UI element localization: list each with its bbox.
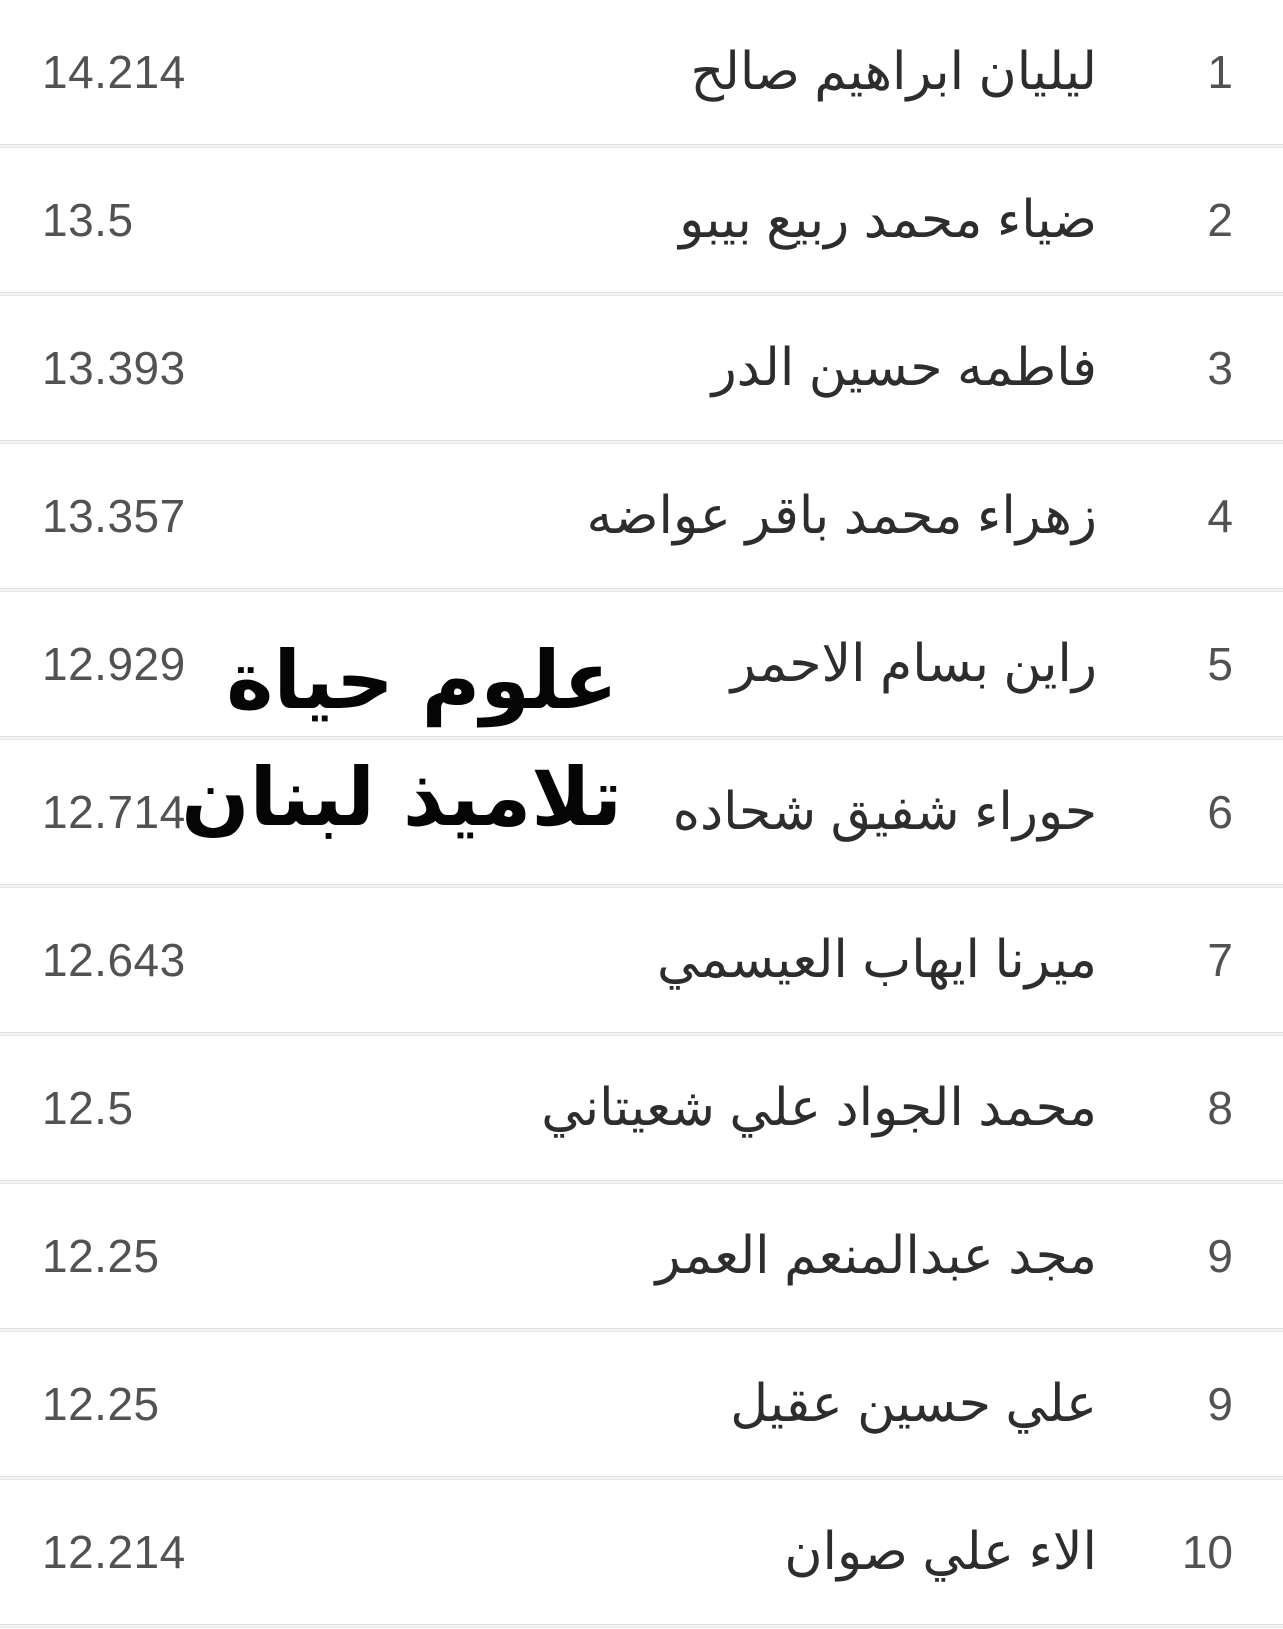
rank-number: 1 <box>1207 46 1233 98</box>
student-name: حوراء شفيق شحاده <box>672 783 1097 841</box>
score-value: 12.5 <box>42 1082 134 1134</box>
row-divider <box>0 440 1283 444</box>
score-value: 12.25 <box>42 1378 160 1430</box>
student-name: مجد عبدالمنعم العمر <box>655 1227 1098 1285</box>
list-item: 14.214 ليليان ابراهيم صالح 1 <box>0 0 1283 144</box>
student-name: محمد الجواد علي شعيتاني <box>541 1079 1097 1137</box>
score-value: 12.929 <box>42 638 186 690</box>
rank-number: 7 <box>1207 934 1233 986</box>
row-divider <box>0 1180 1283 1184</box>
row-divider <box>0 588 1283 592</box>
score-value: 13.357 <box>42 490 186 542</box>
score-value: 13.393 <box>42 342 186 394</box>
rank-number: 6 <box>1207 786 1233 838</box>
list-item: 13.5 ضياء محمد ربيع بيبو 2 <box>0 148 1283 292</box>
rank-number: 10 <box>1181 1526 1233 1578</box>
list-item: 12.214 الاء علي صوان 10 <box>0 1480 1283 1624</box>
score-value: 12.25 <box>42 1230 160 1282</box>
score-value: 12.714 <box>42 786 186 838</box>
row-divider <box>0 1476 1283 1480</box>
list-item: 13.357 زهراء محمد باقر عواضه 4 <box>0 444 1283 588</box>
row-divider <box>0 1032 1283 1036</box>
list-item: 12.25 مجد عبدالمنعم العمر 9 <box>0 1184 1283 1328</box>
row-divider <box>0 736 1283 740</box>
row-divider <box>0 1328 1283 1332</box>
score-value: 13.5 <box>42 194 134 246</box>
row-divider <box>0 884 1283 888</box>
rank-number: 8 <box>1207 1082 1233 1134</box>
list-item: 13.393 فاطمه حسين الدر 3 <box>0 296 1283 440</box>
student-name: زهراء محمد باقر عواضه <box>586 487 1097 545</box>
student-name: راين بسام الاحمر <box>730 635 1097 693</box>
row-divider <box>0 1624 1283 1628</box>
list-item: 12.25 علي حسين عقيل 9 <box>0 1332 1283 1476</box>
rank-number: 9 <box>1207 1378 1233 1430</box>
student-name: ليليان ابراهيم صالح <box>690 43 1097 101</box>
rank-number: 2 <box>1207 194 1233 246</box>
list-item: 12.643 ميرنا ايهاب العيسمي 7 <box>0 888 1283 1032</box>
rank-number: 3 <box>1207 342 1233 394</box>
score-value: 12.214 <box>42 1526 186 1578</box>
student-name: ميرنا ايهاب العيسمي <box>657 931 1097 989</box>
rank-number: 5 <box>1207 638 1233 690</box>
score-value: 14.214 <box>42 46 186 98</box>
student-name: الاء علي صوان <box>784 1523 1097 1581</box>
score-value: 12.643 <box>42 934 186 986</box>
row-divider <box>0 292 1283 296</box>
student-name: فاطمه حسين الدر <box>711 339 1097 397</box>
student-name: علي حسين عقيل <box>730 1375 1097 1433</box>
list-item: 12.929 راين بسام الاحمر 5 <box>0 592 1283 736</box>
rank-number: 4 <box>1207 490 1233 542</box>
list-item: 12.714 حوراء شفيق شحاده 6 <box>0 740 1283 884</box>
list-item: 12.5 محمد الجواد علي شعيتاني 8 <box>0 1036 1283 1180</box>
rank-number: 9 <box>1207 1230 1233 1282</box>
row-divider <box>0 144 1283 148</box>
student-name: ضياء محمد ربيع بيبو <box>679 191 1097 249</box>
